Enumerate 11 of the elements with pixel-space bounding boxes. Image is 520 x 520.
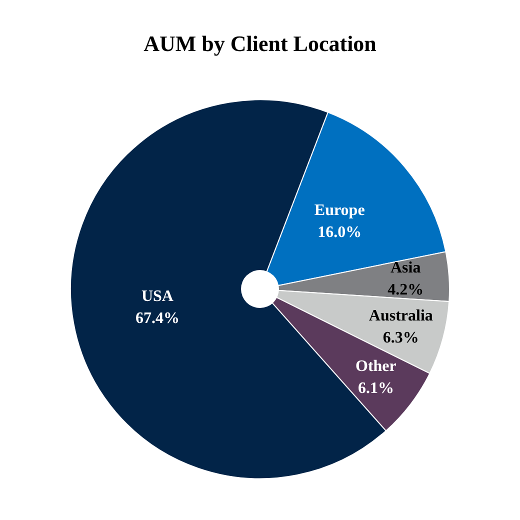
data-label: 67.4%	[135, 310, 180, 328]
chart-title: AUM by Client Location	[144, 30, 376, 56]
slice-label: Europe	[314, 202, 365, 220]
slice-label: Australia	[368, 307, 433, 324]
data-label: 4.2%	[388, 282, 424, 299]
slice-label: USA	[141, 288, 174, 306]
data-label: 16.0%	[318, 224, 362, 242]
slice-label: Asia	[390, 260, 421, 277]
data-label: 6.1%	[358, 380, 394, 397]
slice-label: Other	[356, 358, 396, 375]
data-label: 6.3%	[382, 329, 419, 346]
